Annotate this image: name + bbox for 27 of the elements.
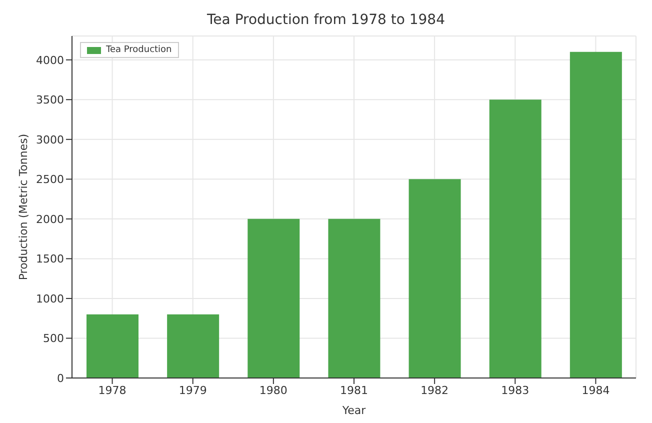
y-axis-title: Production (Metric Tonnes) <box>16 134 30 280</box>
y-tick-label: 1000 <box>36 292 64 306</box>
y-tick-label: 500 <box>43 332 64 346</box>
x-axis-title: Year <box>341 404 366 417</box>
bar <box>248 218 300 378</box>
bar <box>570 52 622 378</box>
y-tick-label: 3000 <box>36 133 64 146</box>
chart-title: Tea Production from 1978 to 1984 <box>206 11 446 30</box>
bar <box>167 314 220 378</box>
y-tick-label: 2500 <box>36 173 64 186</box>
x-tick-label: 1979 <box>178 384 207 397</box>
x-tick-label: 1981 <box>340 384 368 397</box>
y-tick-label: 3500 <box>36 94 64 107</box>
x-tick-label: 1984 <box>582 384 610 397</box>
bar <box>408 179 461 378</box>
x-tick-label: 1983 <box>501 384 530 397</box>
bar <box>328 218 380 378</box>
y-tick-label: 1500 <box>36 252 64 266</box>
y-tick-label: 4000 <box>36 54 64 67</box>
y-tick-label: 0 <box>57 372 64 385</box>
x-tick-label: 1980 <box>259 384 288 397</box>
y-tick-label: 2000 <box>36 212 64 226</box>
legend-label: Tea Production <box>106 45 172 55</box>
x-tick-label: 1982 <box>420 384 449 397</box>
x-tick-label: 1978 <box>98 384 126 397</box>
bar <box>86 314 139 378</box>
bar <box>489 100 542 378</box>
